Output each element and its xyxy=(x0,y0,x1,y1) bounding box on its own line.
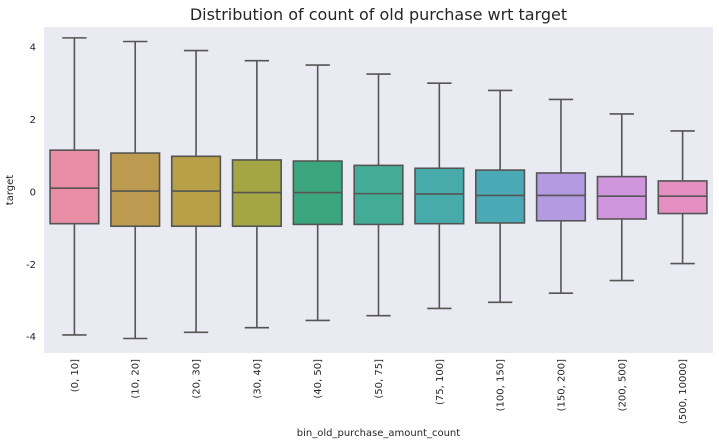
iqr-box xyxy=(110,152,161,228)
box-4 xyxy=(292,64,343,322)
x-axis-ticks: (0, 10] (10, 20] (20, 30] (30, 40] (40, 50] (… xyxy=(70,359,689,424)
box-7 xyxy=(475,89,526,304)
iqr-box xyxy=(657,180,708,215)
box-10 xyxy=(657,130,708,265)
box-1 xyxy=(110,40,161,340)
x-tick-label: (500, 10000] xyxy=(678,359,689,424)
x-tick-label: (200, 500] xyxy=(617,359,628,411)
y-tick-label: 2 xyxy=(30,115,36,126)
x-tick-label: (150, 200] xyxy=(556,359,567,411)
y-tick-label: 4 xyxy=(30,42,36,53)
box-5 xyxy=(353,73,404,317)
y-axis-label: target xyxy=(5,175,16,205)
box-0 xyxy=(49,37,100,336)
x-tick-label: (30, 40] xyxy=(252,359,263,399)
iqr-box xyxy=(475,169,526,224)
y-axis-ticks: -4 -2 0 2 4 xyxy=(26,42,36,343)
y-tick-label: 0 xyxy=(30,187,36,198)
iqr-box xyxy=(535,172,587,222)
box-8 xyxy=(535,98,587,295)
box-6 xyxy=(414,82,465,310)
x-tick-label: (20, 30] xyxy=(192,359,203,399)
iqr-box xyxy=(49,149,100,225)
chart-title: Distribution of count of old purchase wr… xyxy=(190,5,567,24)
x-tick-label: (0, 10] xyxy=(70,359,81,392)
iqr-box xyxy=(596,175,647,220)
y-tick-label: -4 xyxy=(26,332,36,343)
x-tick-label: (75, 100] xyxy=(435,359,446,405)
x-tick-label: (40, 50] xyxy=(313,359,324,399)
boxes-group xyxy=(49,37,708,340)
x-tick-label: (10, 20] xyxy=(131,359,142,399)
box-3 xyxy=(231,59,282,329)
box-2 xyxy=(170,49,222,334)
x-axis-label: bin_old_purchase_amount_count xyxy=(297,428,460,439)
box-9 xyxy=(596,113,647,282)
iqr-box xyxy=(353,164,404,226)
iqr-box xyxy=(414,167,465,225)
x-tick-label: (100, 150] xyxy=(496,359,507,411)
x-tick-label: (50, 75] xyxy=(374,359,385,399)
y-tick-label: -2 xyxy=(26,260,36,271)
